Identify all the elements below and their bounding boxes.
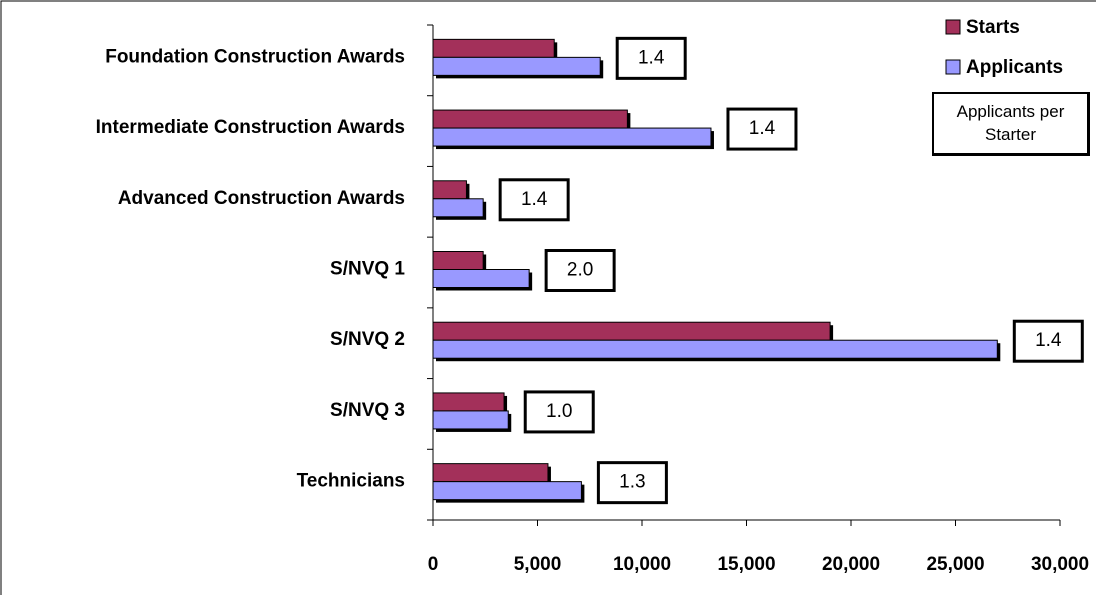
bar <box>432 269 530 288</box>
ratio-label: 1.4 <box>1035 330 1062 351</box>
ratio-box <box>615 36 687 80</box>
y-tick-label: S/NVQ 3 <box>330 400 405 421</box>
ratio-label: 1.3 <box>619 472 645 493</box>
x-tick-label: 5,000 <box>514 554 562 575</box>
ratio-box <box>544 249 616 292</box>
bar <box>432 56 601 76</box>
ratio-label: 1.0 <box>546 401 572 422</box>
y-tick-label: Foundation Construction Awards <box>105 46 405 67</box>
legend-label: Starts <box>966 17 1020 38</box>
bar <box>432 127 712 147</box>
ratio-box <box>498 178 570 222</box>
ratio-box <box>726 107 798 151</box>
x-tick-label: 25,000 <box>926 554 984 575</box>
bar <box>432 321 831 341</box>
ratio-box <box>523 390 595 434</box>
legend-label: Applicants <box>966 57 1063 78</box>
x-tick-label: 10,000 <box>613 554 671 575</box>
bar <box>432 392 505 412</box>
bar <box>432 38 555 58</box>
ratio-label: 1.4 <box>521 189 548 210</box>
legend-swatch <box>945 59 961 75</box>
y-tick-label: Advanced Construction Awards <box>118 188 405 209</box>
legend-swatch <box>945 19 961 35</box>
ratio-label: 2.0 <box>567 260 593 281</box>
bar <box>432 251 484 270</box>
bar <box>432 180 467 200</box>
y-tick-label: S/NVQ 2 <box>330 329 405 350</box>
x-tick-label: 30,000 <box>1031 554 1089 575</box>
legend-ratio: Applicants per Starter <box>932 92 1090 156</box>
bar <box>432 481 582 501</box>
bar <box>432 410 509 430</box>
ratio-box <box>1012 319 1084 363</box>
ratio-box <box>596 461 668 505</box>
ratio-label: 1.4 <box>749 118 776 139</box>
bar <box>432 463 549 483</box>
y-tick-label: Technicians <box>297 471 405 492</box>
x-tick-label: 20,000 <box>822 554 880 575</box>
bar <box>432 339 998 359</box>
x-tick-label: 0 <box>428 554 439 575</box>
y-tick-label: Intermediate Construction Awards <box>96 117 405 138</box>
x-tick-label: 15,000 <box>717 554 775 575</box>
y-tick-label: S/NVQ 1 <box>330 259 405 280</box>
ratio-label: 1.4 <box>638 47 665 68</box>
bar <box>432 109 628 129</box>
bar <box>432 198 484 218</box>
